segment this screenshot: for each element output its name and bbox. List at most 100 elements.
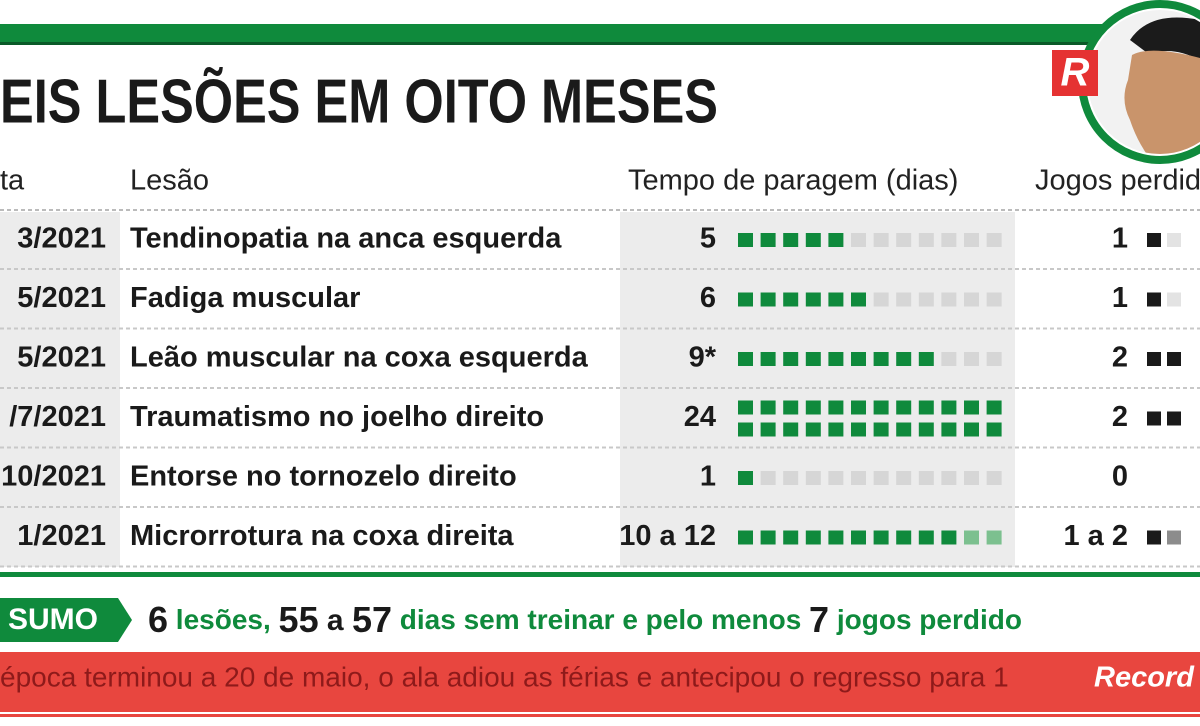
day-square <box>805 400 821 415</box>
games-label: 1 <box>1112 223 1128 255</box>
day-square <box>783 352 799 366</box>
summary-segment: 6 <box>148 599 168 640</box>
day-square <box>964 530 979 545</box>
day-square <box>986 530 1002 545</box>
empty-square <box>941 233 957 247</box>
injury: Leão muscular na coxa esquerda <box>130 342 589 374</box>
day-square <box>783 422 799 437</box>
day-square <box>941 530 957 545</box>
column-header: Tempo de paragem (dias) <box>628 165 958 197</box>
column-header: Lesão <box>130 165 209 197</box>
logo: R <box>1061 51 1090 95</box>
summary-segment: jogos perdido <box>829 604 1022 635</box>
day-square <box>760 422 776 437</box>
empty-square <box>986 292 1002 307</box>
empty-square <box>896 471 912 485</box>
day-square <box>828 292 844 307</box>
summary-label-box <box>0 598 132 642</box>
date: 10/2021 <box>1 461 106 493</box>
rows: 3/2021 Tendinopatia na anca esquerda 5 1 5/2… <box>0 223 1200 568</box>
games-label: 0 <box>1112 461 1128 493</box>
summary-segment: a <box>319 604 352 637</box>
footer-rule <box>0 714 1200 717</box>
day-square <box>851 530 866 545</box>
face <box>1124 50 1200 154</box>
day-square <box>805 352 821 366</box>
day-square <box>918 422 934 437</box>
day-square <box>873 530 889 545</box>
days-label: 10 a 12 <box>619 520 716 552</box>
portrait <box>1078 0 1200 164</box>
injury: Tendinopatia na anca esquerda <box>130 223 562 255</box>
empty-square <box>918 471 934 485</box>
date: 5/2021 <box>17 282 106 314</box>
day-square <box>738 530 753 545</box>
day-square <box>918 400 934 415</box>
day-square <box>760 400 776 415</box>
day-square <box>896 352 912 366</box>
day-square <box>964 422 979 437</box>
day-square <box>918 530 934 545</box>
day-square <box>941 400 957 415</box>
day-square <box>986 422 1002 437</box>
empty-square <box>783 471 799 485</box>
days-column-bg <box>620 212 1015 567</box>
day-square <box>828 352 844 366</box>
summary-segment: 7 <box>809 599 829 640</box>
game-square <box>1147 233 1161 247</box>
column-header: ta <box>0 165 25 197</box>
empty-square <box>941 352 957 366</box>
day-square <box>873 422 889 437</box>
empty-square <box>964 471 979 485</box>
summary-segment: dias sem treinar e pelo menos <box>392 604 809 635</box>
days-label: 9* <box>689 342 717 374</box>
day-square <box>828 530 844 545</box>
day-square <box>738 352 753 366</box>
title: EIS LESÕES EM OITO MESES <box>0 67 718 136</box>
summary-label: SUMO <box>8 603 98 636</box>
days-label: 6 <box>700 282 716 314</box>
summary-text: 6 lesões, 55 a 57 dias sem treinar e pel… <box>148 599 1022 640</box>
day-square <box>738 233 753 247</box>
day-square <box>851 422 866 437</box>
days-label: 5 <box>700 223 716 255</box>
day-square <box>783 400 799 415</box>
empty-square <box>760 471 776 485</box>
game-square <box>1167 411 1181 426</box>
empty-square <box>941 471 957 485</box>
empty-square <box>873 233 889 247</box>
injury: Traumatismo no joelho direito <box>130 401 544 433</box>
game-square <box>1147 352 1161 366</box>
footer-band <box>0 652 1200 712</box>
games-label: 2 <box>1112 342 1128 374</box>
day-square <box>783 530 799 545</box>
empty-square <box>918 292 934 307</box>
day-square <box>760 530 776 545</box>
day-square <box>805 233 821 247</box>
logo-box <box>1052 50 1098 96</box>
empty-square <box>851 233 866 247</box>
day-square <box>851 352 866 366</box>
top-bar <box>0 24 1130 42</box>
date-column-bg <box>0 212 120 567</box>
day-square <box>805 422 821 437</box>
date: 1/2021 <box>17 520 106 552</box>
empty-square <box>896 292 912 307</box>
day-square <box>896 400 912 415</box>
empty-square <box>1167 292 1181 307</box>
summary-segment: lesões, <box>168 604 279 635</box>
empty-square <box>986 352 1002 366</box>
day-square <box>738 400 753 415</box>
day-square <box>918 352 934 366</box>
day-square <box>851 292 866 307</box>
day-square <box>738 471 753 485</box>
empty-square <box>828 471 844 485</box>
day-square <box>964 400 979 415</box>
day-square <box>828 233 844 247</box>
footer-text: época terminou a 20 de maio, o ala adiou… <box>0 661 1009 692</box>
empty-square <box>873 292 889 307</box>
games-label: 1 <box>1112 282 1128 314</box>
date: 5/2021 <box>17 342 106 374</box>
game-square <box>1167 530 1181 545</box>
day-square <box>738 422 753 437</box>
